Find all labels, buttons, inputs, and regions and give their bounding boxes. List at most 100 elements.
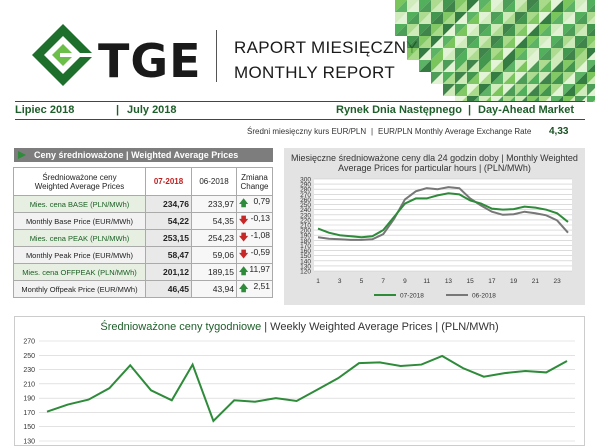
mosaic-tile: [551, 0, 563, 12]
mosaic-tile: [551, 36, 563, 48]
mosaic-tile: [467, 24, 479, 36]
mosaic-tile: [479, 24, 491, 36]
table-row: Mies. cena PEAK (PLN/MWh) 253,15 254,23 🡇 -1…: [13, 229, 273, 247]
mosaic-tile: [473, 96, 479, 102]
row-label: Mies. cena PEAK (PLN/MWh): [13, 229, 146, 247]
header-change: Zmiana Change: [236, 167, 273, 196]
hourly-title-unit: (PLN/MWh): [483, 163, 531, 173]
fx-sep: |: [371, 127, 374, 136]
fx-value: 4,33: [549, 126, 569, 137]
section-header: Ceny średnioważone | Weighted Average Pr…: [14, 148, 273, 162]
mosaic-tile: [455, 12, 467, 24]
mosaic-tile: [419, 48, 431, 60]
mosaic-tile: [563, 36, 575, 48]
y-tick-label: 150: [300, 253, 311, 260]
y-tick-label: 290: [300, 182, 311, 189]
section-arrow-icon: [18, 151, 26, 159]
mosaic-tile: [587, 96, 595, 102]
mosaic-tile: [563, 84, 575, 96]
mosaic-tile: [575, 72, 587, 84]
mosaic-tile: [563, 96, 575, 102]
mosaic-tile: [479, 36, 491, 48]
mosaic-tile: [575, 60, 587, 72]
mosaic-tile: [539, 60, 551, 72]
weekly-series-line: [46, 354, 568, 423]
mosaic-tile: [395, 24, 407, 36]
mosaic-tile: [419, 12, 431, 24]
mosaic-tile: [515, 96, 527, 102]
y-tick-label: 210: [300, 223, 311, 230]
mosaic-tile: [575, 12, 587, 24]
weekly-title-pl: Średnioważone ceny tygodniowe: [100, 321, 262, 333]
mosaic-tile: [587, 12, 595, 24]
row-current: 234,76: [145, 195, 192, 213]
mosaic-tile: [467, 60, 479, 72]
report-title-en: MONTHLY REPORT: [234, 63, 396, 82]
mosaic-tile: [551, 24, 563, 36]
arrow-up-icon: 🡅: [239, 198, 249, 208]
y-tick-label: 220: [300, 217, 311, 224]
hourly-chart: 1201301401501601701801902002102202302402…: [300, 177, 572, 300]
mosaic-tile: [587, 4, 595, 12]
mosaic-tile: [539, 0, 551, 12]
row-current: 46,45: [145, 280, 192, 298]
x-tick-label: 7: [381, 278, 385, 285]
fx-label-en: EUR/PLN Monthly Average Exchange Rate: [378, 127, 532, 136]
mosaic-tile: [419, 60, 431, 72]
mosaic-tile: [455, 36, 467, 48]
y-tick-label: 230: [23, 367, 35, 374]
mosaic-tile: [563, 72, 575, 84]
y-tick-label: 250: [23, 353, 35, 360]
mosaic-tile: [467, 12, 479, 24]
mosaic-tile: [467, 36, 479, 48]
mosaic-tile: [431, 12, 443, 24]
decorative-mosaic: [395, 0, 595, 102]
legend-label: 07-2018: [400, 293, 424, 300]
y-tick-label: 190: [23, 396, 35, 403]
row-change-value: -1,08: [250, 230, 270, 240]
mosaic-tile: [575, 24, 587, 36]
mosaic-tile: [515, 72, 527, 84]
row-label: Monthly Offpeak Price (EUR/MWh): [13, 280, 146, 298]
x-tick-label: 1: [316, 278, 320, 285]
mosaic-tile: [443, 48, 455, 60]
mosaic-tile: [443, 84, 455, 96]
mosaic-tile: [443, 72, 455, 84]
x-tick-label: 19: [510, 278, 518, 285]
mosaic-tile: [497, 96, 503, 102]
mosaic-tile: [539, 36, 551, 48]
mosaic-tile: [527, 60, 539, 72]
mosaic-tile: [575, 48, 587, 60]
mosaic-tile: [563, 48, 575, 60]
row-current: 253,15: [145, 229, 192, 247]
mosaic-tile: [563, 0, 575, 12]
mosaic-tile: [545, 96, 551, 102]
row-label: Mies. cena BASE (PLN/MWh): [13, 195, 146, 213]
mosaic-tile: [443, 24, 455, 36]
arrow-down-icon: 🡇: [239, 215, 249, 225]
section-title-en: Weighted Average Prices: [131, 150, 239, 160]
x-tick-label: 3: [338, 278, 342, 285]
y-tick-label: 170: [300, 243, 311, 250]
y-tick-label: 260: [300, 197, 311, 204]
fx-label-pl: Średni miesięczny kurs EUR/PLN: [247, 127, 367, 136]
mosaic-tile: [587, 0, 595, 12]
arrow-down-icon: 🡇: [239, 249, 249, 259]
row-current: 201,12: [145, 263, 192, 281]
mosaic-tile: [503, 60, 515, 72]
row-change: 🡇 -0,59: [236, 246, 273, 264]
mosaic-tile: [527, 72, 539, 84]
mosaic-tile: [491, 84, 503, 96]
mosaic-tile: [479, 12, 491, 24]
weekly-title-sep: |: [264, 321, 268, 333]
mosaic-tile: [467, 72, 479, 84]
mosaic-tile: [407, 24, 419, 36]
mosaic-tile: [455, 24, 467, 36]
row-change-value: 0,79: [253, 196, 270, 206]
header-previous: 06-2018: [191, 167, 237, 196]
x-tick-label: 17: [488, 278, 496, 285]
mosaic-tile: [551, 84, 563, 96]
x-tick-label: 13: [445, 278, 453, 285]
mosaic-tile: [527, 12, 539, 24]
row-current: 54,22: [145, 212, 192, 230]
